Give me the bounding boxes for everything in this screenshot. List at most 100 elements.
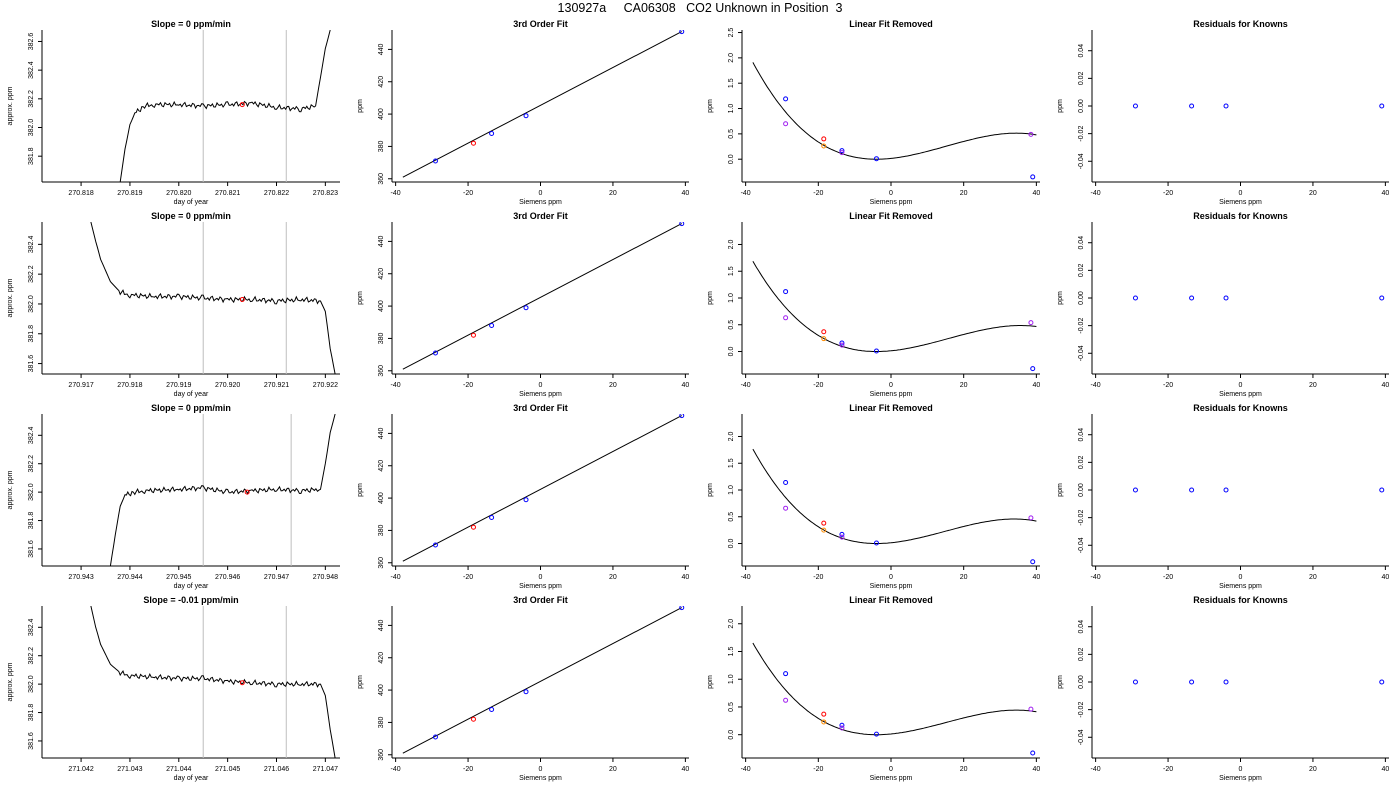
y-tick-label: 382.0 bbox=[28, 675, 35, 693]
data-point bbox=[239, 680, 245, 686]
y-tick-label: 0.02 bbox=[1078, 263, 1085, 277]
x-tick-label: -40 bbox=[391, 766, 401, 773]
x-tick-label: -20 bbox=[1163, 766, 1173, 773]
data-point bbox=[839, 722, 845, 728]
y-tick-label: 0.0 bbox=[728, 539, 735, 549]
y-axis-label: ppm bbox=[707, 675, 714, 689]
x-tick-label: -20 bbox=[1163, 574, 1173, 581]
data-point bbox=[523, 113, 529, 119]
x-tick-label: 270.948 bbox=[313, 574, 338, 581]
x-tick-label: 40 bbox=[1032, 574, 1040, 581]
x-tick-label: 40 bbox=[681, 190, 689, 197]
x-tick-label: -20 bbox=[463, 382, 473, 389]
x-tick-label: -40 bbox=[1091, 190, 1101, 197]
chart-data-area bbox=[1132, 487, 1385, 493]
y-tick-label: -0.04 bbox=[1078, 345, 1085, 361]
x-tick-label: 270.920 bbox=[215, 382, 240, 389]
y-tick-label: 420 bbox=[378, 268, 385, 280]
y-axis-label: ppm bbox=[1057, 291, 1064, 305]
x-tick-label: 20 bbox=[1309, 574, 1317, 581]
data-point bbox=[1028, 706, 1034, 712]
y-tick-label: 382.4 bbox=[28, 235, 35, 253]
data-point bbox=[1028, 515, 1034, 521]
data-point bbox=[839, 340, 845, 346]
chart-panel-residuals-4: Residuals for Knowns -40 -20 0 20 40 -0.04 -0.0… bbox=[1057, 595, 1389, 782]
data-point bbox=[489, 706, 495, 712]
data-point bbox=[839, 534, 845, 540]
data-point bbox=[1132, 103, 1138, 109]
data-point bbox=[821, 527, 827, 533]
data-point bbox=[783, 505, 789, 511]
y-tick-label: 440 bbox=[378, 619, 385, 631]
y-tick-label: 0.02 bbox=[1078, 455, 1085, 469]
y-tick-label: 420 bbox=[378, 76, 385, 88]
x-tick-label: 0 bbox=[1239, 190, 1243, 197]
data-point bbox=[1132, 487, 1138, 493]
y-tick-label: 0.00 bbox=[1078, 291, 1085, 305]
data-point bbox=[1223, 103, 1229, 109]
x-tick-label: 270.922 bbox=[313, 382, 338, 389]
x-tick-label: 20 bbox=[1309, 382, 1317, 389]
data-point bbox=[1379, 103, 1385, 109]
y-tick-label: 381.8 bbox=[28, 147, 35, 165]
data-point bbox=[470, 140, 476, 146]
y-tick-label: 381.6 bbox=[28, 732, 35, 750]
fit-line bbox=[402, 607, 682, 754]
chart-title: 3rd Order Fit bbox=[513, 19, 568, 29]
y-tick-label: 440 bbox=[378, 427, 385, 439]
chart-panel-time-series-1: Slope = 0 ppm/min 270.818 270.819 270.820 27… bbox=[7, 19, 340, 206]
chart-title: Residuals for Knowns bbox=[1193, 595, 1288, 605]
y-tick-label: 1.5 bbox=[728, 647, 735, 657]
chart-panel-residuals-3: Residuals for Knowns -40 -20 0 20 40 -0.04 -0.0… bbox=[1057, 403, 1389, 590]
y-tick-label: 2.5 bbox=[728, 28, 735, 38]
chart-title: Slope = -0.01 ppm/min bbox=[143, 595, 238, 605]
y-tick-label: 1.0 bbox=[728, 104, 735, 114]
x-tick-label: 0 bbox=[539, 574, 543, 581]
chart-data-area bbox=[752, 448, 1037, 565]
x-tick-label: 270.947 bbox=[264, 574, 289, 581]
data-point bbox=[821, 719, 827, 725]
y-tick-label: 360 bbox=[378, 557, 385, 569]
y-tick-label: 440 bbox=[378, 235, 385, 247]
x-axis-label: day of year bbox=[174, 199, 209, 206]
data-point bbox=[432, 734, 438, 740]
chart-title: 3rd Order Fit bbox=[513, 595, 568, 605]
y-axis-label: ppm bbox=[357, 291, 364, 305]
data-point bbox=[1379, 679, 1385, 685]
data-point bbox=[489, 130, 495, 136]
y-tick-label: 382.4 bbox=[28, 61, 35, 79]
x-axis-label: Siemens ppm bbox=[519, 199, 562, 206]
x-tick-label: 270.919 bbox=[166, 382, 191, 389]
x-tick-label: -20 bbox=[1163, 190, 1173, 197]
chart-title: Slope = 0 ppm/min bbox=[151, 403, 231, 413]
chart-title: Residuals for Knowns bbox=[1193, 19, 1288, 29]
x-tick-label: 40 bbox=[1032, 766, 1040, 773]
data-point bbox=[1223, 487, 1229, 493]
x-tick-label: 0 bbox=[539, 382, 543, 389]
x-tick-label: 271.043 bbox=[117, 766, 142, 773]
x-tick-label: 270.918 bbox=[117, 382, 142, 389]
data-point bbox=[821, 143, 827, 149]
data-point bbox=[679, 30, 685, 35]
y-tick-label: 2.0 bbox=[728, 53, 735, 63]
y-tick-label: 0.0 bbox=[728, 154, 735, 164]
chart-title: Linear Fit Removed bbox=[849, 595, 933, 605]
y-tick-label: 1.0 bbox=[728, 485, 735, 495]
x-tick-label: 270.945 bbox=[166, 574, 191, 581]
data-point bbox=[679, 414, 685, 419]
data-point bbox=[783, 96, 789, 102]
x-tick-label: 270.821 bbox=[215, 190, 240, 197]
chart-title: Slope = 0 ppm/min bbox=[151, 211, 231, 221]
x-tick-label: -40 bbox=[1091, 382, 1101, 389]
chart-panel-residuals-1: Residuals for Knowns -40 -20 0 20 40 -0.04 -0.0… bbox=[1057, 19, 1389, 206]
chart-title: Linear Fit Removed bbox=[849, 211, 933, 221]
x-tick-label: 20 bbox=[960, 382, 968, 389]
chart-data-area bbox=[752, 62, 1037, 180]
chart-panel-fit-1: 3rd Order Fit -40 -20 0 20 40 360 380 400 420 440 S… bbox=[357, 19, 689, 206]
data-point bbox=[821, 520, 827, 526]
y-tick-label: 380 bbox=[378, 332, 385, 344]
chart-title: Linear Fit Removed bbox=[849, 403, 933, 413]
y-tick-label: 1.5 bbox=[728, 458, 735, 468]
y-tick-label: -0.02 bbox=[1078, 126, 1085, 142]
